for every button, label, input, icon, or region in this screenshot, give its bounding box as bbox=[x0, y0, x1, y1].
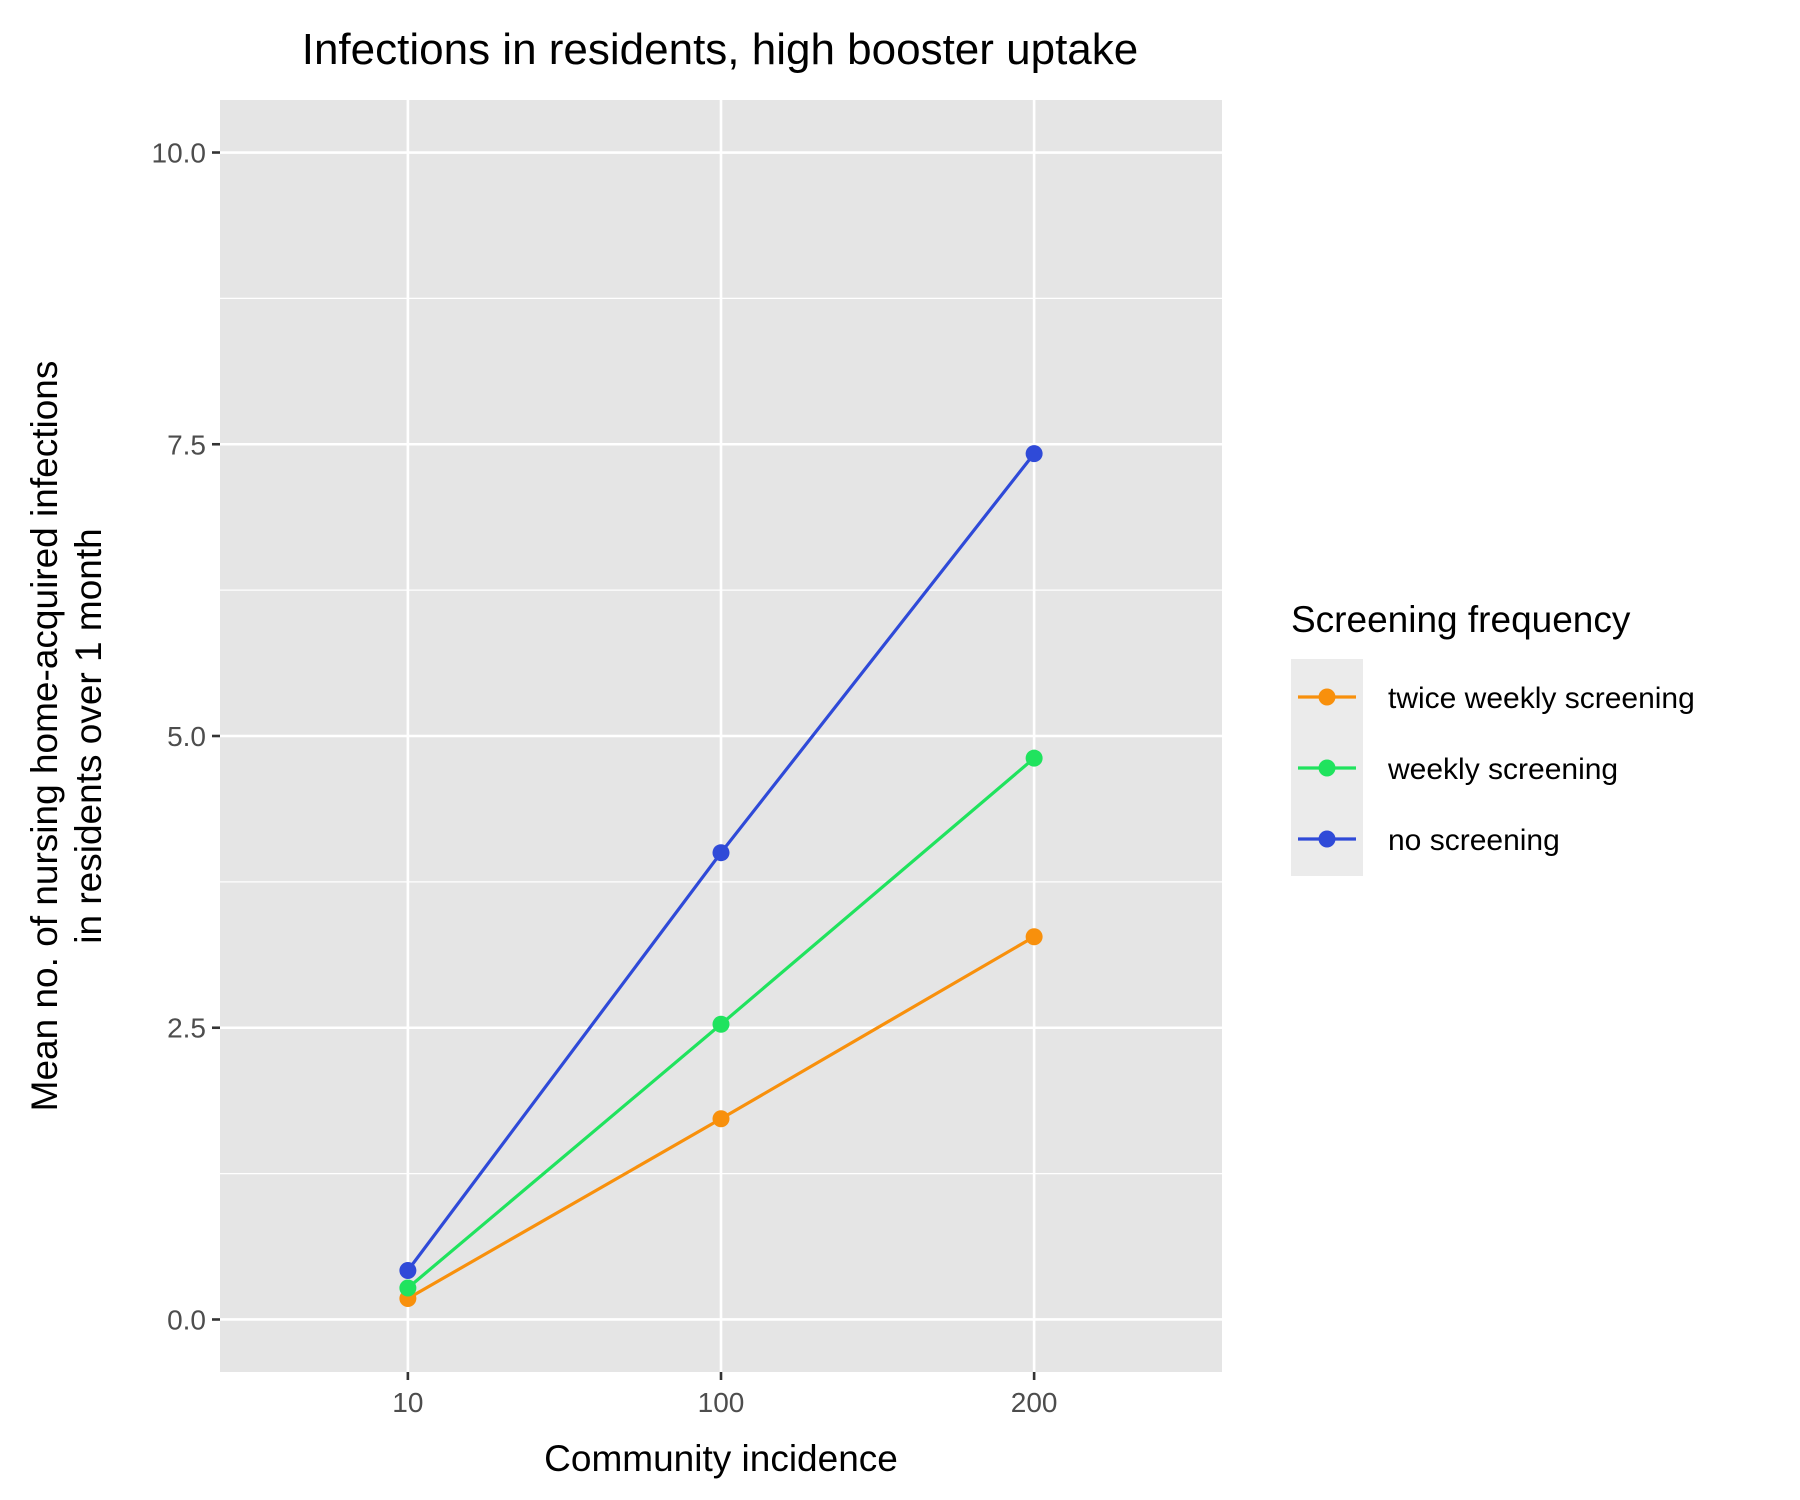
y-axis-title-line-1: Mean no. of nursing home-acquired infect… bbox=[24, 361, 65, 1112]
legend-title: Screening frequency bbox=[1291, 599, 1631, 640]
legend-label: no screening bbox=[1388, 824, 1560, 857]
chart-title: Infections in residents, high booster up… bbox=[302, 25, 1139, 74]
data-point bbox=[1025, 445, 1043, 463]
y-tick-label: 7.5 bbox=[167, 429, 206, 460]
x-tick-label: 200 bbox=[1011, 1387, 1058, 1418]
y-axis-title-line-2: in residents over 1 month bbox=[68, 528, 109, 943]
x-axis-title: Community incidence bbox=[544, 1438, 898, 1479]
legend-key-point bbox=[1318, 830, 1336, 848]
x-tick-label: 100 bbox=[698, 1387, 745, 1418]
legend-label: twice weekly screening bbox=[1388, 682, 1695, 715]
y-tick-label: 10.0 bbox=[152, 138, 207, 169]
data-point bbox=[1025, 928, 1043, 946]
legend-label: weekly screening bbox=[1387, 753, 1618, 786]
data-points bbox=[399, 445, 1043, 1307]
y-tick-label: 5.0 bbox=[167, 721, 206, 752]
data-point bbox=[712, 844, 730, 862]
grid-lines bbox=[220, 100, 1222, 1372]
data-point bbox=[712, 1015, 730, 1033]
legend: Screening frequency twice weekly screeni… bbox=[1291, 599, 1695, 876]
data-point bbox=[712, 1110, 730, 1128]
x-tick-label: 10 bbox=[392, 1387, 423, 1418]
legend-items: twice weekly screening weekly screening no… bbox=[1298, 682, 1695, 857]
axes: 0.0 2.5 5.0 7.5 10.0 10 100 200 bbox=[152, 138, 1058, 1418]
y-axis-title: Mean no. of nursing home-acquired infect… bbox=[24, 361, 109, 1112]
plot-panel bbox=[220, 100, 1222, 1372]
data-point bbox=[399, 1279, 417, 1297]
data-point bbox=[1025, 749, 1043, 767]
y-tick-label: 2.5 bbox=[167, 1013, 206, 1044]
data-point bbox=[399, 1261, 417, 1279]
legend-key-point bbox=[1318, 688, 1336, 706]
y-tick-label: 0.0 bbox=[167, 1304, 206, 1335]
legend-key-point bbox=[1318, 759, 1336, 777]
